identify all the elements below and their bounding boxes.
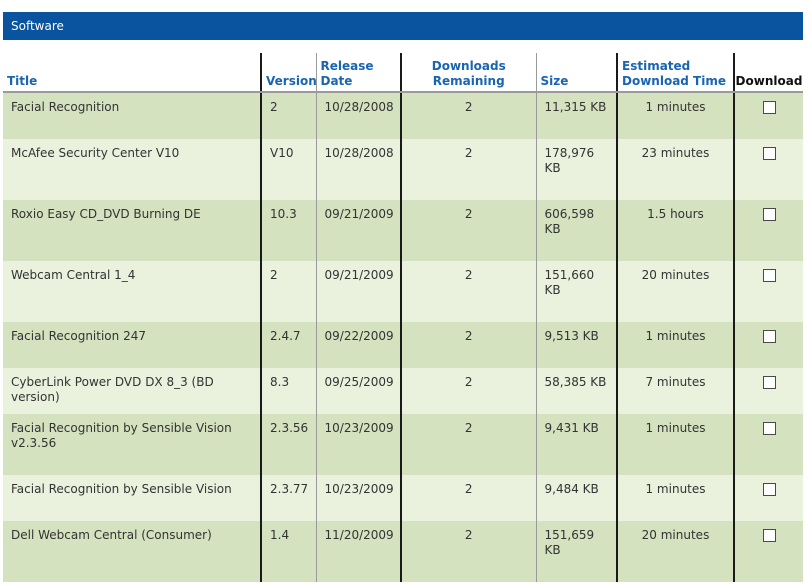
cell-downloads-remaining: 2 xyxy=(400,139,536,200)
cell-downloads-remaining: 2 xyxy=(400,200,536,261)
cell-release-date: 09/21/2009 xyxy=(315,261,401,322)
cell-estimated-time: 23 minutes xyxy=(616,139,734,200)
cell-version: 2.4.7 xyxy=(260,322,316,368)
cell-downloads-remaining: 2 xyxy=(400,475,536,521)
download-checkbox[interactable] xyxy=(762,422,776,435)
cell-downloads-remaining: 2 xyxy=(400,521,536,582)
panel-title: Software xyxy=(11,19,64,33)
table-header-row: Title Version Release Date Downloads Rem… xyxy=(3,53,803,93)
cell-release-date: 10/28/2008 xyxy=(315,92,401,139)
cell-size: 151,660 KB xyxy=(535,261,617,322)
cell-download xyxy=(733,414,803,475)
cell-size: 606,598 KB xyxy=(535,200,617,261)
download-checkbox[interactable] xyxy=(762,330,776,343)
cell-download xyxy=(733,322,803,368)
cell-release-date: 11/20/2009 xyxy=(315,521,401,582)
cell-title: McAfee Security Center V10 xyxy=(3,139,261,200)
cell-size: 9,513 KB xyxy=(535,322,617,368)
cell-estimated-time: 7 minutes xyxy=(616,368,734,414)
cell-size: 58,385 KB xyxy=(535,368,617,414)
cell-version: 2 xyxy=(260,261,316,322)
cell-download xyxy=(733,92,803,139)
cell-size: 178,976 KB xyxy=(535,139,617,200)
cell-version: 2.3.77 xyxy=(260,475,316,521)
col-header-downloads-remaining[interactable]: Downloads Remaining xyxy=(400,53,536,93)
cell-title: Facial Recognition xyxy=(3,92,261,139)
cell-version: 8.3 xyxy=(260,368,316,414)
cell-estimated-time: 1 minutes xyxy=(616,322,734,368)
cell-title: Roxio Easy CD_DVD Burning DE xyxy=(3,200,261,261)
cell-title: Facial Recognition by Sensible Vision v2… xyxy=(3,414,261,475)
cell-estimated-time: 20 minutes xyxy=(616,261,734,322)
cell-title: Webcam Central 1_4 xyxy=(3,261,261,322)
cell-size: 11,315 KB xyxy=(535,92,617,139)
col-header-size[interactable]: Size xyxy=(535,53,617,93)
cell-title: Facial Recognition 247 xyxy=(3,322,261,368)
table-row: CyberLink Power DVD DX 8_3 (BD version) 8… xyxy=(3,368,803,414)
cell-version: 2.3.56 xyxy=(260,414,316,475)
table-row: Facial Recognition by Sensible Vision v2… xyxy=(3,414,803,475)
cell-release-date: 10/23/2009 xyxy=(315,475,401,521)
cell-release-date: 09/22/2009 xyxy=(315,322,401,368)
software-table: Title Version Release Date Downloads Rem… xyxy=(3,53,803,582)
download-checkbox[interactable] xyxy=(762,147,776,160)
cell-release-date: 10/23/2009 xyxy=(315,414,401,475)
table-row: Facial Recognition 2 10/28/2008 2 11,315 KB 1… xyxy=(3,92,803,139)
panel-header: Software xyxy=(3,12,803,40)
cell-download xyxy=(733,368,803,414)
cell-downloads-remaining: 2 xyxy=(400,92,536,139)
table-row: Dell Webcam Central (Consumer) 1.4 11/20/2… xyxy=(3,521,803,582)
cell-version: V10 xyxy=(260,139,316,200)
cell-title: Dell Webcam Central (Consumer) xyxy=(3,521,261,582)
cell-title: Facial Recognition by Sensible Vision xyxy=(3,475,261,521)
cell-downloads-remaining: 2 xyxy=(400,368,536,414)
download-checkbox[interactable] xyxy=(762,269,776,282)
table-row: Facial Recognition 247 2.4.7 09/22/2009 2 9,… xyxy=(3,322,803,368)
cell-title: CyberLink Power DVD DX 8_3 (BD version) xyxy=(3,368,261,414)
cell-estimated-time: 20 minutes xyxy=(616,521,734,582)
cell-size: 9,484 KB xyxy=(535,475,617,521)
cell-download xyxy=(733,139,803,200)
download-checkbox[interactable] xyxy=(762,529,776,542)
download-checkbox[interactable] xyxy=(762,208,776,221)
cell-estimated-time: 1 minutes xyxy=(616,475,734,521)
cell-version: 10.3 xyxy=(260,200,316,261)
cell-downloads-remaining: 2 xyxy=(400,322,536,368)
cell-size: 9,431 KB xyxy=(535,414,617,475)
col-header-estimated-time[interactable]: Estimated Download Time xyxy=(616,53,734,93)
cell-size: 151,659 KB xyxy=(535,521,617,582)
table-row: Roxio Easy CD_DVD Burning DE 10.3 09/21/20… xyxy=(3,200,803,261)
table-row: Webcam Central 1_4 2 09/21/2009 2 151,660 KB… xyxy=(3,261,803,322)
cell-version: 1.4 xyxy=(260,521,316,582)
cell-download xyxy=(733,261,803,322)
table-row: Facial Recognition by Sensible Vision 2.3… xyxy=(3,475,803,521)
cell-download xyxy=(733,200,803,261)
cell-release-date: 09/25/2009 xyxy=(315,368,401,414)
cell-download xyxy=(733,475,803,521)
col-header-release-date[interactable]: Release Date xyxy=(315,53,401,93)
cell-release-date: 10/28/2008 xyxy=(315,139,401,200)
cell-release-date: 09/21/2009 xyxy=(315,200,401,261)
col-header-title[interactable]: Title xyxy=(3,53,261,93)
cell-version: 2 xyxy=(260,92,316,139)
download-checkbox[interactable] xyxy=(762,376,776,389)
download-checkbox[interactable] xyxy=(762,101,776,114)
cell-download xyxy=(733,521,803,582)
download-checkbox[interactable] xyxy=(762,483,776,496)
cell-downloads-remaining: 2 xyxy=(400,414,536,475)
cell-estimated-time: 1 minutes xyxy=(616,414,734,475)
col-header-version[interactable]: Version xyxy=(260,53,317,93)
table-row: McAfee Security Center V10 V10 10/28/2008 2… xyxy=(3,139,803,200)
col-header-download: Download xyxy=(733,53,803,93)
cell-downloads-remaining: 2 xyxy=(400,261,536,322)
cell-estimated-time: 1 minutes xyxy=(616,92,734,139)
cell-estimated-time: 1.5 hours xyxy=(616,200,734,261)
